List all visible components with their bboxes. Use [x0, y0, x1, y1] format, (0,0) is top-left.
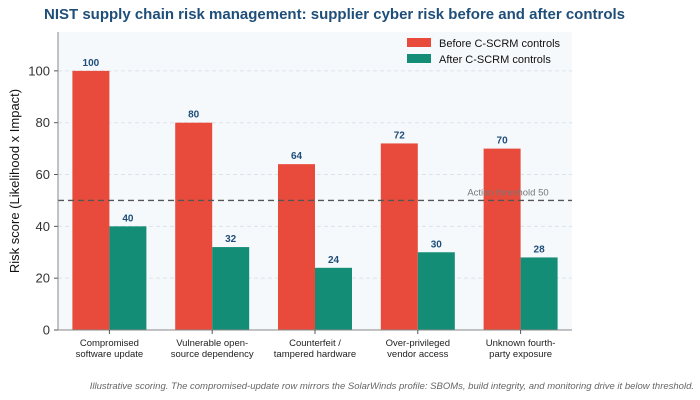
y-tick-label: 100 [28, 63, 50, 78]
bar-after [109, 226, 147, 330]
y-axis-title: Risk score (Likelihood x Impact) [7, 89, 22, 273]
legend-label-after: After C-SCRM controls [439, 54, 551, 66]
threshold: Action threshold 50 [58, 187, 572, 202]
value-label: 72 [394, 130, 406, 141]
value-label: 64 [291, 151, 303, 162]
x-tick-label: Unknown fourth- [486, 338, 556, 349]
legend-label-before: Before C-SCRM controls [439, 38, 561, 50]
x-tick-label: software update [76, 349, 144, 360]
y-tick-label: 0 [43, 323, 50, 338]
bar-before [483, 148, 521, 330]
x-tick-label: party exposure [489, 349, 552, 360]
threshold-label: Action threshold 50 [467, 187, 548, 198]
x-tick-label: Compromised [80, 338, 139, 349]
y-tick-label: 20 [36, 271, 50, 286]
bar-after [315, 267, 352, 330]
x-tick-label: Vulnerable open- [176, 338, 248, 349]
value-label: 30 [431, 239, 443, 250]
bar-after [520, 257, 558, 330]
value-labels: 100 40 80 32 64 24 72 30 70 28 [83, 58, 546, 266]
value-label: 70 [497, 136, 509, 147]
value-label: 80 [188, 110, 200, 121]
bars [72, 70, 558, 331]
y-tick-label: 80 [36, 115, 50, 130]
bar-after [417, 252, 455, 330]
bar-before [175, 122, 213, 331]
x-tick-label: Over-privileged [386, 338, 450, 349]
bar-before [278, 164, 315, 330]
value-label: 28 [534, 244, 546, 255]
value-label: 24 [328, 255, 340, 266]
legend[interactable]: Before C-SCRM controls After C-SCRM contr… [407, 38, 561, 66]
bar-before [380, 143, 418, 330]
x-tick-label: vendor access [387, 349, 449, 360]
axes: 0 20 40 60 80 100 Risk score (Likelihood x Imp… [7, 32, 572, 360]
footnote: Illustrative scoring. The compromised-up… [89, 381, 694, 392]
legend-swatch-after [407, 54, 431, 63]
y-tick-label: 60 [36, 167, 50, 182]
y-tick-label: 40 [36, 219, 50, 234]
value-label: 32 [225, 234, 237, 245]
chart-title: NIST supply chain risk management: suppl… [44, 6, 625, 23]
x-tick-label: Counterfeit / [289, 338, 341, 349]
legend-swatch-before [407, 38, 431, 47]
value-label: 100 [83, 58, 100, 69]
value-label: 40 [122, 213, 134, 224]
x-tick-label: source dependency [171, 349, 254, 360]
x-tick-label: tampered hardware [274, 349, 356, 360]
bar-after [212, 247, 250, 330]
